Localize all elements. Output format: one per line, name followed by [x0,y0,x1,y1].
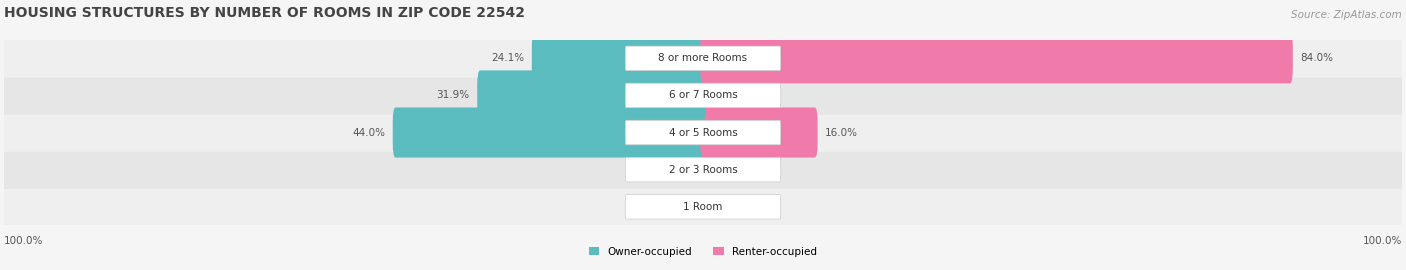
FancyBboxPatch shape [626,157,780,182]
Legend: Owner-occupied, Renter-occupied: Owner-occupied, Renter-occupied [585,242,821,261]
Text: 6 or 7 Rooms: 6 or 7 Rooms [669,90,737,100]
Text: 4 or 5 Rooms: 4 or 5 Rooms [669,127,737,137]
FancyBboxPatch shape [4,76,1402,115]
Text: 0.0%: 0.0% [659,202,686,212]
FancyBboxPatch shape [700,33,1292,83]
FancyBboxPatch shape [626,120,780,145]
Text: 100.0%: 100.0% [1362,237,1402,247]
Text: 0.0%: 0.0% [720,202,747,212]
Text: 1 Room: 1 Room [683,202,723,212]
Text: 31.9%: 31.9% [436,90,470,100]
Text: 44.0%: 44.0% [352,127,385,137]
FancyBboxPatch shape [4,113,1402,152]
Text: 100.0%: 100.0% [4,237,44,247]
Text: 2 or 3 Rooms: 2 or 3 Rooms [669,165,737,175]
Text: 84.0%: 84.0% [1301,53,1333,63]
FancyBboxPatch shape [477,70,706,120]
FancyBboxPatch shape [4,39,1402,78]
FancyBboxPatch shape [700,107,818,158]
Text: 16.0%: 16.0% [825,127,858,137]
FancyBboxPatch shape [626,46,780,70]
FancyBboxPatch shape [531,33,706,83]
Text: 0.0%: 0.0% [720,165,747,175]
FancyBboxPatch shape [626,194,780,219]
FancyBboxPatch shape [4,187,1402,226]
FancyBboxPatch shape [626,83,780,108]
FancyBboxPatch shape [4,150,1402,189]
Text: Source: ZipAtlas.com: Source: ZipAtlas.com [1291,11,1402,21]
FancyBboxPatch shape [392,107,706,158]
Text: HOUSING STRUCTURES BY NUMBER OF ROOMS IN ZIP CODE 22542: HOUSING STRUCTURES BY NUMBER OF ROOMS IN… [4,6,526,21]
Text: 24.1%: 24.1% [491,53,524,63]
Text: 8 or more Rooms: 8 or more Rooms [658,53,748,63]
Text: 0.0%: 0.0% [659,165,686,175]
Text: 0.0%: 0.0% [720,90,747,100]
